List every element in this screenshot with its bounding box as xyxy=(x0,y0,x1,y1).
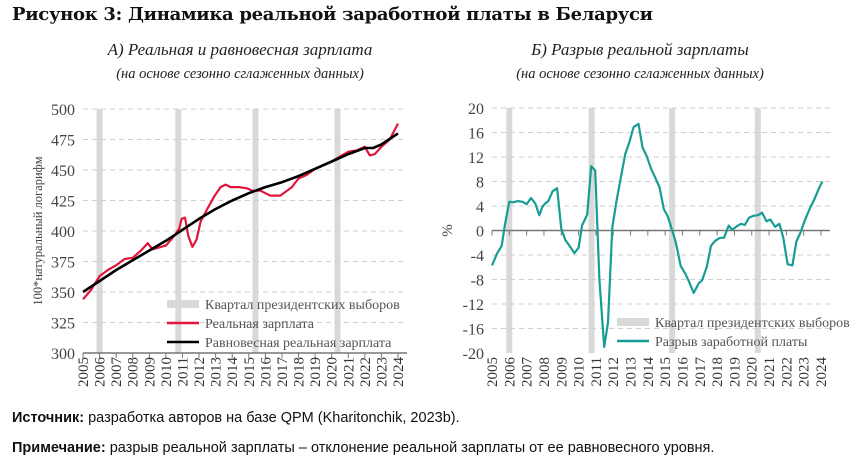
left-x-tick-label: 2012 xyxy=(192,357,208,387)
right-x-tick-label: 2015 xyxy=(658,357,674,387)
left-y-tick-label: 500 xyxy=(51,102,75,119)
left-y-tick-label: 400 xyxy=(51,224,75,241)
right-y-tick-label: -4 xyxy=(471,248,484,265)
left-x-tick-label: 2017 xyxy=(275,357,291,388)
left-x-tick-label: 2006 xyxy=(93,357,109,388)
left-x-tick-label: 2016 xyxy=(258,357,274,388)
note-text: разрыв реальной зарплаты – отклонение ре… xyxy=(105,440,715,456)
left-x-tick-label: 2011 xyxy=(175,357,191,386)
left-y-tick-label: 450 xyxy=(51,163,75,180)
right-x-tick-label: 2014 xyxy=(641,357,657,388)
right-x-tick-label: 2023 xyxy=(797,357,813,387)
right-y-tick-label: -12 xyxy=(463,297,484,314)
note-label: Примечание: xyxy=(12,440,106,456)
left-x-tick-label: 2008 xyxy=(126,357,142,387)
right-x-tick-label: 2013 xyxy=(624,357,640,387)
left-x-tick-label: 2015 xyxy=(242,357,258,387)
left-election-bar xyxy=(96,109,103,353)
footnote: Примечание: разрыв реальной зарплаты – о… xyxy=(12,440,714,456)
left-x-tick-label: 2013 xyxy=(209,357,225,387)
left-legend-label-series-1: Реальная зарплата xyxy=(205,317,315,332)
right-legend-swatch-election xyxy=(617,318,649,326)
left-x-tick-label: 2014 xyxy=(225,357,241,388)
right-x-tick-label: 2006 xyxy=(502,357,518,388)
right-chart-title: Б) Разрыв реальной зарплаты xyxy=(531,40,749,59)
left-y-tick-label: 300 xyxy=(51,346,75,363)
right-x-tick-label: 2016 xyxy=(675,357,691,388)
left-legend-label-election: Квартал президентских выборов xyxy=(205,298,400,313)
source-text: разработка авторов на базе QPM (Khariton… xyxy=(84,410,460,426)
left-series-line-2 xyxy=(82,132,399,294)
left-x-tick-label: 2010 xyxy=(159,357,175,387)
right-x-tick-label: 2019 xyxy=(727,357,743,387)
left-chart-title: А) Реальная и равновесная зарплата xyxy=(107,40,373,59)
right-legend-label-election: Квартал президентских выборов xyxy=(655,316,850,331)
left-x-tick-label: 2018 xyxy=(292,357,308,387)
source-note: Источник: разработка авторов на базе QPM… xyxy=(12,410,460,426)
right-y-tick-label: 12 xyxy=(468,150,484,167)
figure-title: Рисунок 3: Динамика реальной заработной … xyxy=(12,4,653,25)
left-y-tick-label: 425 xyxy=(51,194,75,211)
right-series-line-1 xyxy=(490,122,824,348)
left-y-tick-label: 350 xyxy=(51,285,75,302)
right-x-tick-label: 2005 xyxy=(485,357,501,387)
right-x-tick-label: 2010 xyxy=(572,357,588,387)
right-y-tick-label: -20 xyxy=(463,346,484,363)
left-x-tick-label: 2024 xyxy=(391,357,407,388)
right-x-tick-label: 2022 xyxy=(779,357,795,387)
right-y-tick-label: -8 xyxy=(471,273,484,290)
right-chart-subtitle: (на основе сезонно сглаженных данных) xyxy=(516,66,764,82)
right-legend-label-series-1: Разрыв заработной платы xyxy=(655,335,808,350)
right-x-tick-label: 2012 xyxy=(606,357,622,387)
right-y-tick-label: 16 xyxy=(468,126,484,143)
right-y-tick-label: 20 xyxy=(468,101,484,118)
left-series-line-1 xyxy=(82,123,399,301)
right-y-tick-label: 4 xyxy=(476,199,484,216)
right-x-tick-label: 2011 xyxy=(589,357,605,386)
right-y-tick-label: 8 xyxy=(476,175,484,192)
left-x-tick-label: 2007 xyxy=(109,357,125,388)
left-x-tick-label: 2021 xyxy=(341,357,357,387)
left-legend-label-series-2: Равновесная реальная зарплата xyxy=(205,336,392,351)
left-x-tick-label: 2022 xyxy=(358,357,374,387)
right-x-tick-label: 2007 xyxy=(520,357,536,388)
right-y-axis-label: % xyxy=(440,224,456,237)
left-x-tick-label: 2023 xyxy=(374,357,390,387)
right-y-tick-label: -16 xyxy=(463,322,484,339)
right-x-tick-label: 2009 xyxy=(554,357,570,387)
left-chart-subtitle: (на основе сезонно сглаженных данных) xyxy=(116,66,364,82)
left-legend-swatch-election xyxy=(167,300,199,308)
left-x-tick-label: 2009 xyxy=(142,357,158,387)
left-y-tick-label: 375 xyxy=(51,255,75,272)
right-x-tick-label: 2020 xyxy=(745,357,761,387)
right-x-tick-label: 2017 xyxy=(693,357,709,388)
source-label: Источник: xyxy=(12,410,85,426)
right-x-tick-label: 2008 xyxy=(537,357,553,387)
right-x-tick-label: 2018 xyxy=(710,357,726,387)
left-y-tick-label: 475 xyxy=(51,133,75,150)
right-x-tick-label: 2021 xyxy=(762,357,778,387)
left-x-tick-label: 2019 xyxy=(308,357,324,387)
left-y-axis-label: 100*натуральный логарифм xyxy=(31,156,45,305)
right-y-tick-label: 0 xyxy=(476,224,484,241)
left-y-tick-label: 325 xyxy=(51,316,75,333)
left-x-tick-label: 2005 xyxy=(76,357,92,387)
left-x-tick-label: 2020 xyxy=(325,357,341,387)
right-x-tick-label: 2024 xyxy=(814,357,830,388)
